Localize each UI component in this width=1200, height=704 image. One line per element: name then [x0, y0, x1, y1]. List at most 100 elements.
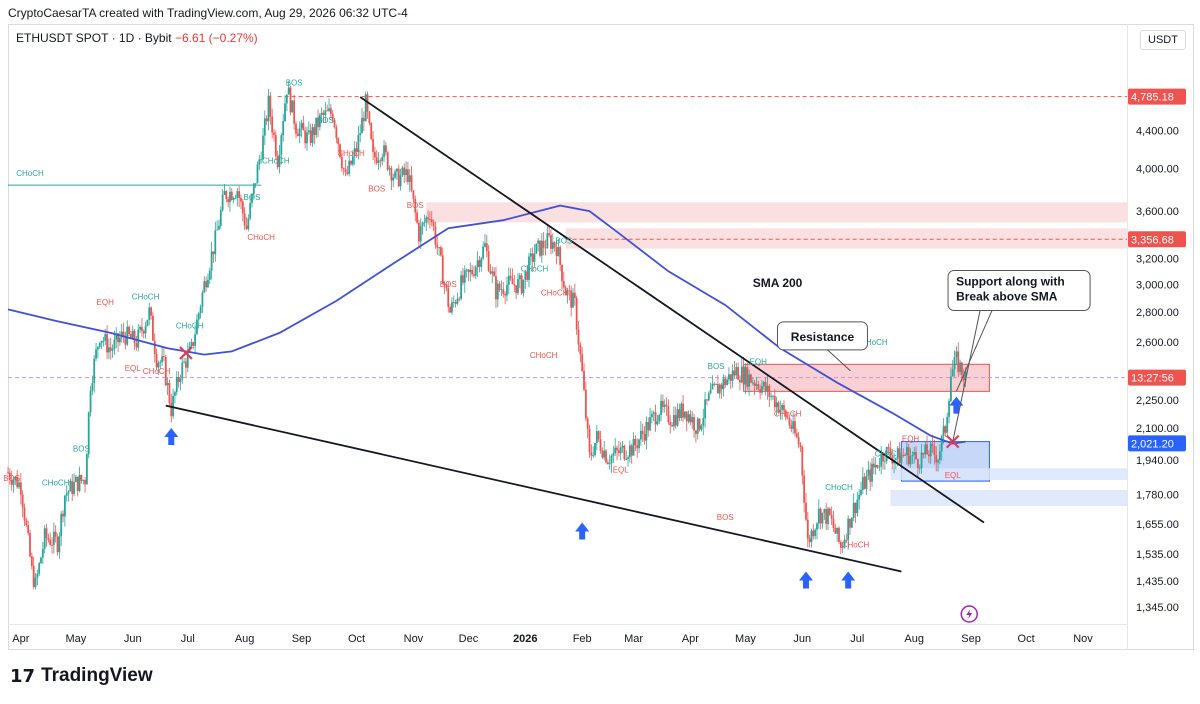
structure-label: CHoCH — [16, 169, 44, 178]
candle-body — [863, 476, 866, 489]
candle-body — [601, 450, 604, 458]
candle-body — [340, 157, 343, 169]
candle-body — [21, 494, 24, 508]
symbol-legend[interactable]: ETHUSDT SPOT · 1D · Bybit −6.61 (−0.27%) — [16, 31, 258, 45]
candle-body — [463, 270, 466, 283]
candle-body — [704, 399, 706, 419]
candle-body — [581, 354, 584, 372]
tradingview-logo[interactable]: 17 TradingView — [10, 665, 153, 687]
candle-body — [465, 269, 468, 271]
candle-body — [18, 482, 20, 488]
structure-label: BOS — [407, 201, 424, 210]
candle-body — [707, 393, 710, 401]
candle-body — [95, 349, 97, 359]
candle-body — [139, 326, 141, 330]
candle-body — [445, 284, 448, 289]
candle-body — [168, 383, 171, 403]
candle-body — [175, 377, 178, 393]
candle-body — [944, 426, 947, 433]
time-axis[interactable] — [8, 624, 1127, 625]
chart-frame[interactable] — [8, 24, 1194, 650]
candle-body — [245, 225, 248, 230]
candle-body — [537, 240, 540, 244]
candle-body — [913, 452, 916, 455]
candle-body — [148, 307, 151, 320]
candle-body — [87, 412, 90, 455]
candle-body — [322, 112, 325, 115]
candle-body — [597, 431, 600, 440]
currency-button[interactable]: USDT — [1140, 30, 1186, 50]
callout-pointer — [827, 349, 851, 372]
candle-body — [871, 463, 873, 482]
candle-body — [685, 411, 688, 422]
candle-body — [761, 386, 763, 393]
candle-body — [476, 260, 479, 268]
structure-label: CHoCH — [521, 264, 549, 273]
price-axis[interactable] — [1127, 24, 1128, 650]
candle-body — [726, 379, 728, 385]
candle-body — [531, 253, 534, 262]
candle-body — [786, 417, 789, 419]
candle-body — [676, 409, 679, 426]
candle-body — [570, 290, 573, 308]
candle-body — [695, 430, 697, 434]
candle-body — [12, 479, 15, 485]
trendline-0 — [359, 96, 985, 524]
candle-body — [639, 430, 642, 440]
candle-body — [836, 527, 839, 534]
candle-body — [814, 529, 817, 537]
candle-body — [390, 168, 393, 181]
zone-1 — [565, 228, 1127, 249]
candle-body — [933, 445, 936, 455]
candle-body — [663, 404, 666, 407]
structure-label: BOS — [717, 513, 734, 522]
price-change: −6.61 (−0.27%) — [174, 31, 258, 45]
candle-body — [812, 530, 815, 537]
candle-body — [326, 110, 329, 112]
candle-body — [38, 563, 41, 574]
candle-body — [263, 118, 266, 136]
candle-body — [696, 418, 699, 434]
candle-body — [861, 476, 864, 490]
candle-body — [832, 518, 835, 528]
candle-body — [650, 413, 653, 418]
candle-body — [781, 405, 784, 410]
structure-label: CHoCH — [842, 541, 870, 550]
candle-body — [150, 307, 152, 316]
candle-body — [672, 414, 675, 427]
candle-body — [865, 475, 868, 489]
candle-body — [625, 459, 628, 460]
candle-body — [783, 405, 785, 411]
candle-body — [174, 392, 176, 396]
candle-body — [821, 512, 824, 524]
candle-body — [839, 541, 842, 548]
candle-body — [304, 130, 307, 144]
candle-body — [474, 267, 477, 276]
candle-body — [218, 225, 220, 230]
candle-body — [29, 533, 31, 557]
candle-body — [384, 145, 387, 153]
candle-body — [544, 247, 547, 249]
candle-body — [142, 330, 145, 334]
candle-body — [230, 191, 233, 200]
candle-body — [592, 455, 595, 456]
candle-body — [540, 240, 543, 256]
candle-body — [562, 281, 565, 288]
candle-body — [311, 127, 314, 143]
y-tick-label: 3,000.00 — [1136, 279, 1179, 291]
structure-label: CHoCH — [262, 157, 290, 166]
candle-body — [478, 260, 481, 267]
structure-label: BOS — [708, 362, 725, 371]
candle-body — [364, 94, 367, 122]
candle-body — [111, 349, 114, 351]
candle-body — [823, 509, 826, 513]
candle-body — [41, 548, 44, 558]
candle-body — [7, 472, 9, 474]
candle-body — [440, 247, 442, 256]
candle-body — [878, 466, 881, 468]
candle-body — [473, 274, 475, 276]
candle-body — [746, 367, 749, 387]
candle-body — [860, 489, 862, 495]
y-tick-label: 2,800.00 — [1136, 307, 1179, 319]
